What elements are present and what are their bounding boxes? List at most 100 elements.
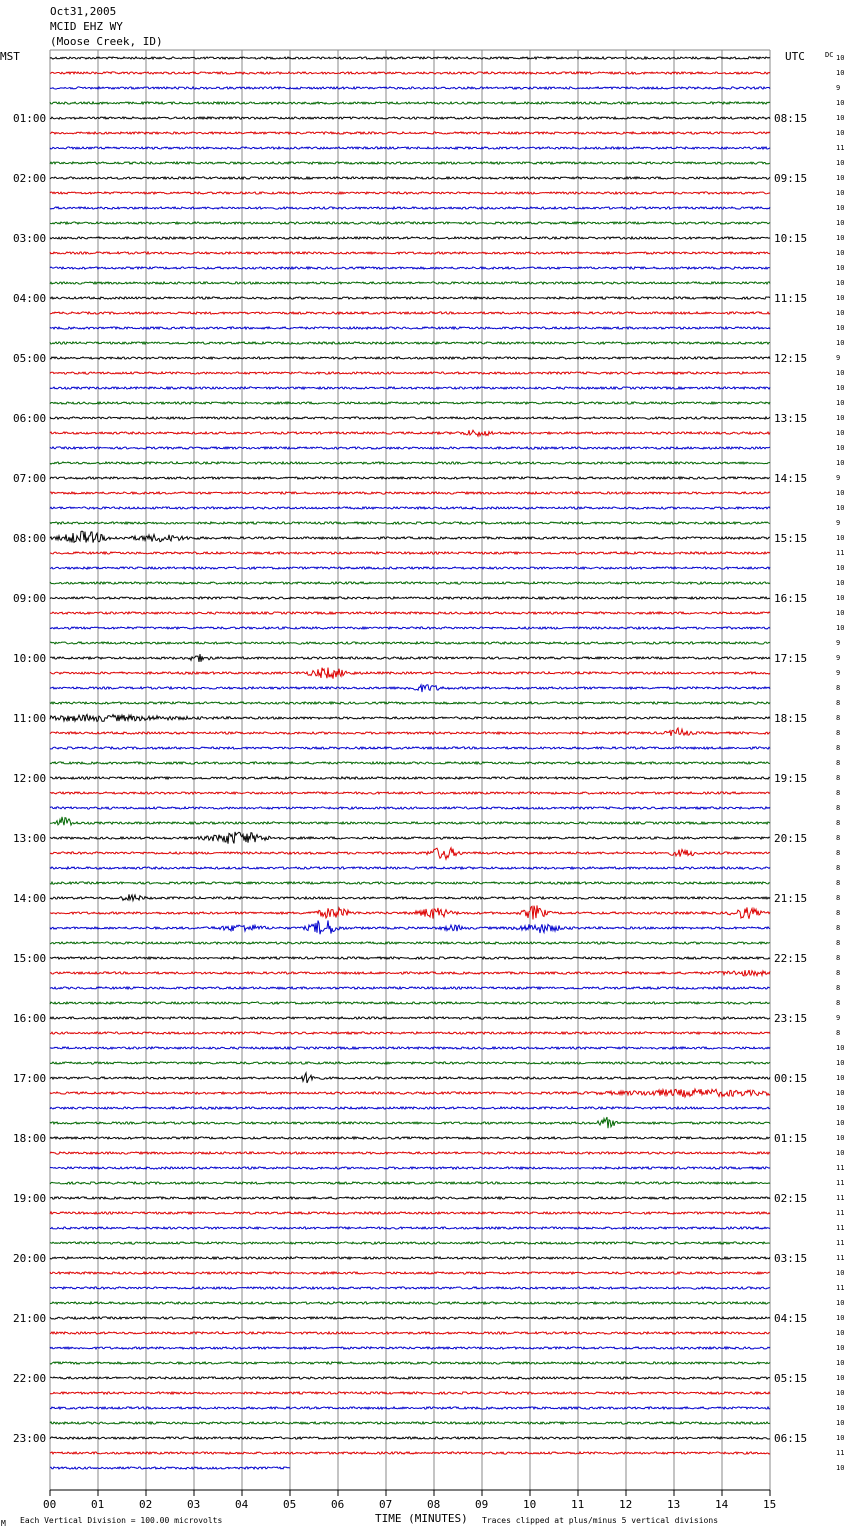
utc-hour-label: 16:15 — [774, 592, 807, 605]
seismic-trace — [49, 415, 771, 421]
seismic-trace — [50, 905, 771, 920]
dc-offset-value: 8 — [836, 969, 840, 977]
station-label: MCID EHZ WY — [50, 20, 123, 33]
mst-hour-label: 18:00 — [13, 1132, 46, 1145]
dc-offset-value: 10 — [836, 1434, 844, 1442]
dc-offset-value: 8 — [836, 834, 840, 842]
dc-offset-value: 9 — [836, 639, 840, 647]
seismic-trace — [50, 816, 771, 827]
utc-hour-label: 04:15 — [774, 1312, 807, 1325]
mst-hour-label: 10:00 — [13, 652, 46, 665]
mst-hour-label: 21:00 — [13, 1312, 46, 1325]
seismic-trace — [49, 475, 771, 481]
seismic-trace — [49, 790, 771, 796]
utc-hour-label: 10:15 — [774, 232, 807, 245]
dc-offset-value: 10 — [836, 1299, 844, 1307]
dc-offset-value: 10 — [836, 579, 844, 587]
x-tick-label: 15 — [763, 1498, 776, 1511]
dc-offset-value: 8 — [836, 909, 840, 917]
seismic-trace — [49, 625, 771, 631]
trace-group — [49, 55, 771, 1470]
seismic-trace — [49, 205, 771, 211]
utc-hour-label: 02:15 — [774, 1192, 807, 1205]
seismic-trace — [49, 235, 771, 241]
seismic-trace — [49, 760, 771, 766]
dc-offset-value: 8 — [836, 894, 840, 902]
dc-offset-value: 10 — [836, 369, 844, 377]
mst-hour-label: 11:00 — [13, 712, 46, 725]
utc-hour-label: 13:15 — [774, 412, 807, 425]
dc-offset-value: 11 — [836, 144, 844, 152]
mst-hour-label: 05:00 — [13, 352, 46, 365]
seismic-trace — [49, 370, 771, 376]
dc-offset-value: 11 — [836, 1194, 844, 1202]
dc-offset-value: 10 — [836, 249, 844, 257]
dc-offset-value: 11 — [836, 549, 844, 557]
dc-offset-value: 10 — [836, 1389, 844, 1397]
utc-hour-label: 03:15 — [774, 1252, 807, 1265]
seismic-trace — [49, 1180, 771, 1186]
dc-offset-value: 10 — [836, 1344, 844, 1352]
seismic-trace — [49, 985, 770, 991]
dc-offset-value: 8 — [836, 699, 840, 707]
seismic-trace — [49, 1210, 771, 1216]
grid-lines — [49, 49, 771, 1491]
dc-offset-value: 10 — [836, 309, 844, 317]
seismic-trace — [49, 1105, 771, 1111]
utc-hour-label: 22:15 — [774, 952, 807, 965]
dc-offset-value: 10 — [836, 279, 844, 287]
seismic-trace — [50, 1375, 771, 1381]
seismic-trace — [49, 55, 771, 61]
dc-offset-value: 10 — [836, 339, 844, 347]
seismic-trace — [49, 1015, 771, 1021]
dc-offset-value: 10 — [836, 534, 844, 542]
mst-hour-label: 09:00 — [13, 592, 46, 605]
seismic-trace — [49, 1300, 770, 1306]
dc-offset-value: 8 — [836, 774, 840, 782]
dc-offset-value: 10 — [836, 414, 844, 422]
seismic-trace — [49, 1435, 770, 1441]
footer: M Each Vertical Division = 100.00 microv… — [1, 1512, 718, 1528]
x-tick-label: 05 — [283, 1498, 296, 1511]
mst-hour-label: 06:00 — [13, 412, 46, 425]
seismic-trace — [49, 1000, 771, 1006]
dc-offset-value: 8 — [836, 759, 840, 767]
seismic-trace — [49, 1285, 771, 1291]
seismic-trace — [49, 1450, 771, 1456]
seismic-trace — [49, 1116, 771, 1129]
utc-hour-label: 09:15 — [774, 172, 807, 185]
dc-offset-value: 10 — [836, 1464, 844, 1472]
dc-offset-value: 10 — [836, 1059, 844, 1067]
x-tick-label: 02 — [139, 1498, 152, 1511]
dc-offset-value: 10 — [836, 1119, 844, 1127]
utc-hour-label: 00:15 — [774, 1072, 807, 1085]
x-tick-label: 04 — [235, 1498, 249, 1511]
seismic-trace — [49, 445, 771, 451]
x-tick-label: 00 — [43, 1498, 56, 1511]
dc-offset-value: 10 — [836, 1269, 844, 1277]
dc-offset-value: 10 — [836, 264, 844, 272]
dc-offset-value: 11 — [836, 1239, 844, 1247]
mst-hour-label: 03:00 — [13, 232, 46, 245]
mst-hour-label: 15:00 — [13, 952, 46, 965]
seismic-trace — [49, 340, 770, 346]
utc-hour-label: 08:15 — [774, 112, 807, 125]
dc-offset-value: 9 — [836, 84, 840, 92]
location-label: (Moose Creek, ID) — [50, 35, 163, 48]
dc-offset-value: 11 — [836, 1254, 844, 1262]
utc-hour-label: 12:15 — [774, 352, 807, 365]
seismic-trace — [49, 1390, 771, 1396]
x-tick-label: 03 — [187, 1498, 200, 1511]
seismic-trace — [49, 1060, 771, 1066]
seismic-trace — [49, 831, 771, 844]
seismic-trace — [49, 530, 770, 544]
seismic-trace — [49, 940, 771, 946]
utc-hour-label: 17:15 — [774, 652, 807, 665]
seismic-trace — [49, 726, 771, 737]
right-axis-label: UTC — [785, 50, 805, 63]
seismic-trace — [49, 160, 771, 166]
seismic-trace — [49, 1405, 771, 1411]
seismic-trace — [49, 115, 771, 121]
x-tick-label: 09 — [475, 1498, 488, 1511]
mst-hour-label: 13:00 — [13, 832, 46, 845]
